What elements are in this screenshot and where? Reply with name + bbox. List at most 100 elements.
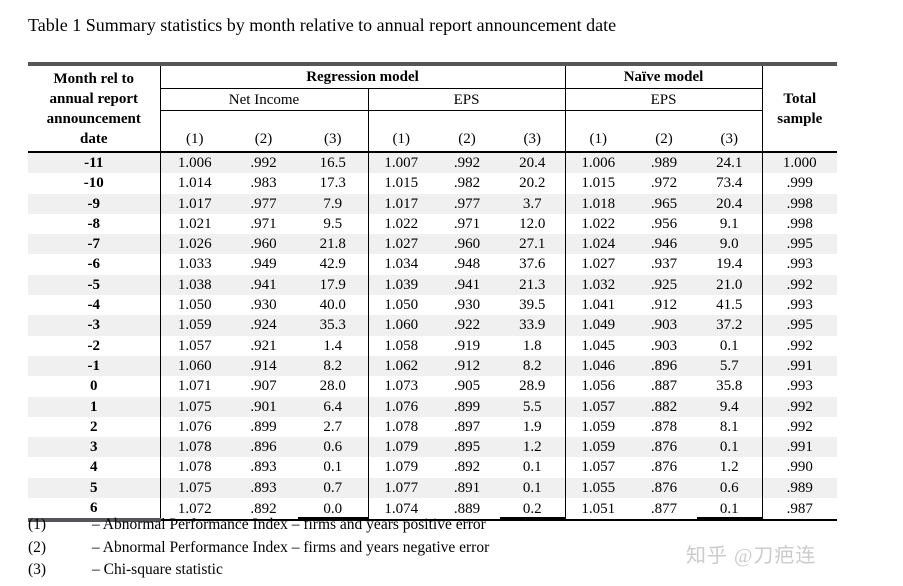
table-row: 1 1.075 .901 6.4 1.076 .899 5.5 1.057 .882 9.4 .99…	[28, 396, 838, 417]
value-cell: .992	[761, 335, 838, 356]
value-cell: .946	[650, 236, 678, 253]
value-cell: 1.038	[159, 274, 229, 296]
value-cell: 21.8	[319, 236, 346, 253]
value-cell: 28.9	[519, 378, 546, 395]
value-cell: 24.1	[716, 155, 743, 171]
value-cell: 1.076	[159, 416, 229, 438]
value-cell: 1.078	[367, 416, 434, 438]
value-cell: 9.5	[323, 215, 343, 232]
month-cell: -3	[87, 317, 101, 334]
value-cell: 0.7	[323, 479, 343, 496]
value-cell: 1.057	[564, 457, 632, 478]
month-cell: -5	[87, 276, 101, 293]
value-cell: .914	[250, 357, 277, 374]
value-cell: .925	[650, 276, 678, 293]
table-row: -7 1.026 .960 21.8 1.027 .960 27.1 1.024 .946 9.0…	[28, 234, 838, 255]
value-cell: 7.9	[323, 195, 343, 212]
value-cell: 1.079	[367, 457, 434, 478]
value-cell: 1.4	[323, 337, 343, 354]
value-cell: .897	[453, 418, 481, 435]
value-cell: 0.1	[522, 479, 542, 496]
footnote-text: – Chi-square statistic	[92, 561, 223, 578]
footnotes: (1) – Abnormal Performance Index – firms…	[28, 514, 489, 582]
value-cell: 28.0	[319, 378, 346, 395]
value-cell: .972	[650, 175, 678, 192]
month-header-line: Month rel to	[53, 70, 135, 87]
value-cell: 1.079	[367, 437, 434, 458]
value-cell: .905	[453, 378, 481, 395]
value-cell: 1.050	[367, 295, 434, 316]
footnote-row: (1) – Abnormal Performance Index – firms…	[28, 514, 489, 537]
value-cell: 1.056	[564, 376, 632, 397]
value-cell: 1.060	[367, 315, 434, 336]
naive-model-header: Naïve model	[564, 64, 763, 89]
table-row: -9 1.017 .977 7.9 1.017 .977 3.7 1.018 .965 20.4.…	[28, 193, 838, 214]
value-cell: 1.077	[367, 477, 434, 499]
table-row: -3 1.059 .924 35.3 1.060 .922 33.9 1.049 .903 37.…	[28, 315, 838, 336]
table-row: -6 1.033 .949 42.9 1.034 .948 37.6 1.027 .937 19.…	[28, 254, 838, 275]
value-cell: .991	[761, 437, 838, 458]
value-cell: .912	[650, 297, 678, 314]
value-cell: .912	[453, 357, 481, 374]
table-row: -10 1.014 .983 17.3 1.015 .982 20.2 1.015 .972 73…	[28, 173, 838, 194]
value-cell: .998	[761, 193, 838, 214]
total-header-line: sample	[777, 110, 823, 127]
value-cell: .965	[650, 195, 678, 212]
month-header-line: annual report	[49, 90, 138, 107]
value-cell: .982	[453, 175, 481, 192]
value-cell: 0.6	[719, 479, 739, 496]
header-row-subgroups: Net Income EPS EPS	[28, 88, 837, 111]
value-cell: 1.046	[564, 355, 632, 377]
month-cell: -11	[84, 155, 104, 171]
value-cell: 1.033	[159, 254, 229, 275]
value-cell: .992	[761, 274, 838, 296]
footnote-text: – Abnormal Performance Index – firms and…	[92, 538, 490, 556]
value-cell: 1.059	[564, 437, 632, 458]
value-cell: .901	[250, 398, 277, 415]
value-cell: 1.078	[159, 437, 229, 458]
value-cell: 1.062	[367, 355, 434, 377]
value-cell: 1.075	[159, 396, 229, 417]
value-cell: 0.6	[323, 439, 343, 456]
value-cell: .992	[453, 155, 481, 171]
value-cell: .889	[453, 500, 481, 517]
value-cell: .983	[250, 175, 277, 192]
value-cell: .876	[650, 439, 678, 456]
month-cell: -9	[87, 195, 101, 212]
value-cell: 1.039	[367, 274, 434, 296]
zhihu-watermark: 知乎 @刀疤连	[686, 545, 817, 567]
col-number: (3)	[298, 110, 368, 153]
value-cell: 1.057	[564, 396, 632, 417]
value-cell: 1.059	[159, 315, 229, 336]
value-cell: 0.2	[500, 498, 565, 520]
value-cell: 17.3	[319, 175, 346, 192]
value-cell: .977	[453, 195, 481, 212]
month-cell: 4	[90, 459, 98, 476]
table-row: 4 1.078 .893 0.1 1.079 .892 0.1 1.057 .876 1.2 .99…	[28, 457, 838, 478]
value-cell: 6.4	[323, 398, 343, 415]
value-cell: 1.017	[159, 193, 229, 214]
col-number: (2)	[229, 110, 298, 153]
month-cell: 3	[90, 439, 98, 456]
value-cell: .899	[453, 398, 481, 415]
value-cell: 1.073	[367, 376, 434, 397]
table-row: 0 1.071 .907 28.0 1.073 .905 28.9 1.056 .887 35.8…	[28, 376, 838, 397]
col-number: (3)	[500, 110, 566, 153]
table-row: -2 1.057 .921 1.4 1.058 .919 1.8 1.045 .903 0.1 .9…	[28, 335, 838, 356]
value-cell: .899	[250, 418, 277, 435]
value-cell: 33.9	[519, 317, 546, 334]
value-cell: 1.034	[367, 254, 434, 275]
value-cell: 1.006	[159, 152, 229, 174]
value-cell: 20.4	[519, 155, 546, 171]
value-cell: 40.0	[319, 297, 346, 314]
month-cell: -1	[87, 357, 101, 374]
footnote-label: (1)	[28, 516, 47, 533]
value-cell: 9.1	[719, 215, 739, 232]
value-cell: 0.1	[697, 498, 762, 520]
value-cell: 35.8	[716, 378, 743, 395]
value-cell: 1.027	[367, 234, 434, 255]
value-cell: .993	[761, 376, 838, 397]
value-cell: .930	[250, 297, 277, 314]
value-cell: .893	[250, 479, 277, 496]
value-cell: 41.5	[716, 297, 743, 314]
